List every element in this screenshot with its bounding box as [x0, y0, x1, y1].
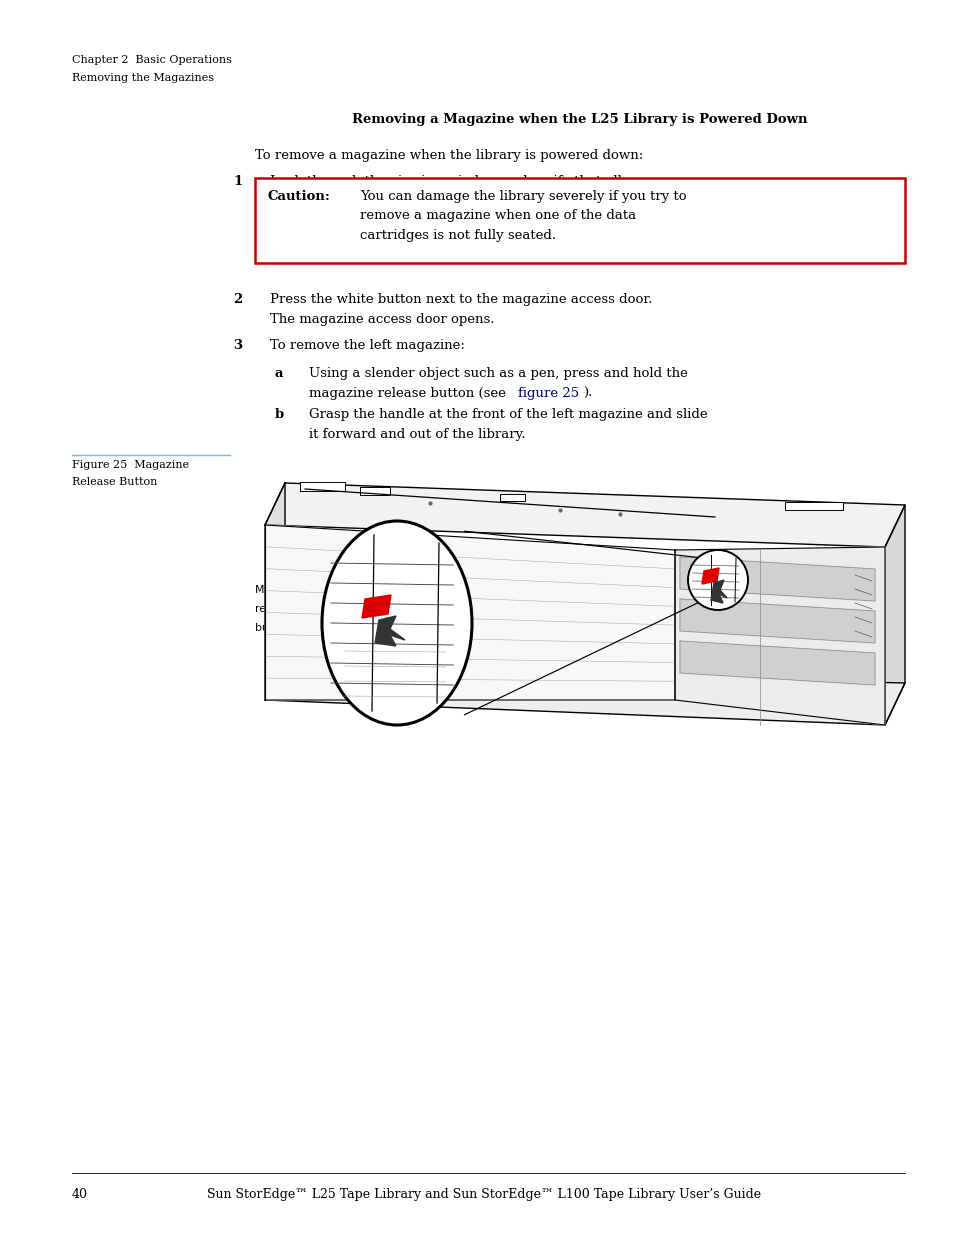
- Text: Using a slender object such as a pen, press and hold the: Using a slender object such as a pen, pr…: [309, 367, 687, 380]
- Text: Removing the Magazines: Removing the Magazines: [71, 73, 213, 83]
- Text: 1: 1: [233, 175, 242, 188]
- Text: Removing a Magazine when the L25 Library is Powered Down: Removing a Magazine when the L25 Library…: [352, 112, 807, 126]
- Polygon shape: [375, 616, 405, 646]
- Text: 2: 2: [233, 293, 242, 306]
- Text: figure 25: figure 25: [517, 387, 578, 399]
- Text: 3: 3: [233, 338, 242, 352]
- Polygon shape: [265, 483, 904, 547]
- Bar: [359, 487, 390, 495]
- Polygon shape: [710, 580, 726, 603]
- Text: b: b: [274, 408, 284, 421]
- Text: To remove the left magazine:: To remove the left magazine:: [270, 338, 464, 352]
- Polygon shape: [675, 547, 884, 725]
- Polygon shape: [679, 641, 874, 685]
- Bar: [784, 501, 842, 510]
- Text: Grasp the handle at the front of the left magazine and slide: Grasp the handle at the front of the lef…: [309, 408, 707, 421]
- Polygon shape: [679, 599, 874, 643]
- Text: You can damage the library severely if you try to: You can damage the library severely if y…: [359, 190, 686, 203]
- Text: magazine release button (see: magazine release button (see: [309, 387, 510, 399]
- Text: remove a magazine when one of the data: remove a magazine when one of the data: [359, 210, 636, 222]
- Text: robotic hand.: robotic hand.: [270, 214, 359, 227]
- Polygon shape: [701, 568, 719, 584]
- Text: 40: 40: [71, 1188, 88, 1200]
- Polygon shape: [265, 525, 675, 700]
- Circle shape: [687, 550, 747, 610]
- Text: Chapter 2  Basic Operations: Chapter 2 Basic Operations: [71, 56, 232, 65]
- Text: To remove a magazine when the library is powered down:: To remove a magazine when the library is…: [254, 149, 642, 162]
- Text: Sun StorEdge™ L25 Tape Library and Sun StorEdge™ L100 Tape Library User’s Guide: Sun StorEdge™ L25 Tape Library and Sun S…: [207, 1188, 760, 1200]
- Polygon shape: [265, 667, 904, 725]
- Bar: [499, 494, 524, 501]
- Polygon shape: [361, 595, 391, 618]
- Text: cartridges are fully seated either in a magazine slot or in the: cartridges are fully seated either in a …: [270, 194, 678, 207]
- Ellipse shape: [322, 521, 472, 725]
- Text: button: button: [254, 622, 291, 634]
- Text: cartridges is not fully seated.: cartridges is not fully seated.: [359, 228, 556, 242]
- Polygon shape: [679, 557, 874, 601]
- Text: Press the white button next to the magazine access door.: Press the white button next to the magaz…: [270, 293, 652, 306]
- Text: Caution:: Caution:: [267, 190, 330, 203]
- Text: release: release: [254, 604, 294, 614]
- Text: Magazine: Magazine: [254, 585, 307, 595]
- Text: The magazine access door opens.: The magazine access door opens.: [270, 312, 494, 326]
- Polygon shape: [265, 483, 285, 700]
- FancyBboxPatch shape: [254, 178, 904, 263]
- Text: Look through the viewing window and verify that all: Look through the viewing window and veri…: [270, 175, 621, 188]
- Polygon shape: [884, 505, 904, 725]
- Text: ).: ).: [583, 387, 593, 399]
- Text: Release Button: Release Button: [71, 477, 157, 487]
- Text: a: a: [274, 367, 283, 380]
- Text: Figure 25  Magazine: Figure 25 Magazine: [71, 459, 189, 471]
- Text: it forward and out of the library.: it forward and out of the library.: [309, 427, 525, 441]
- Bar: [299, 482, 345, 492]
